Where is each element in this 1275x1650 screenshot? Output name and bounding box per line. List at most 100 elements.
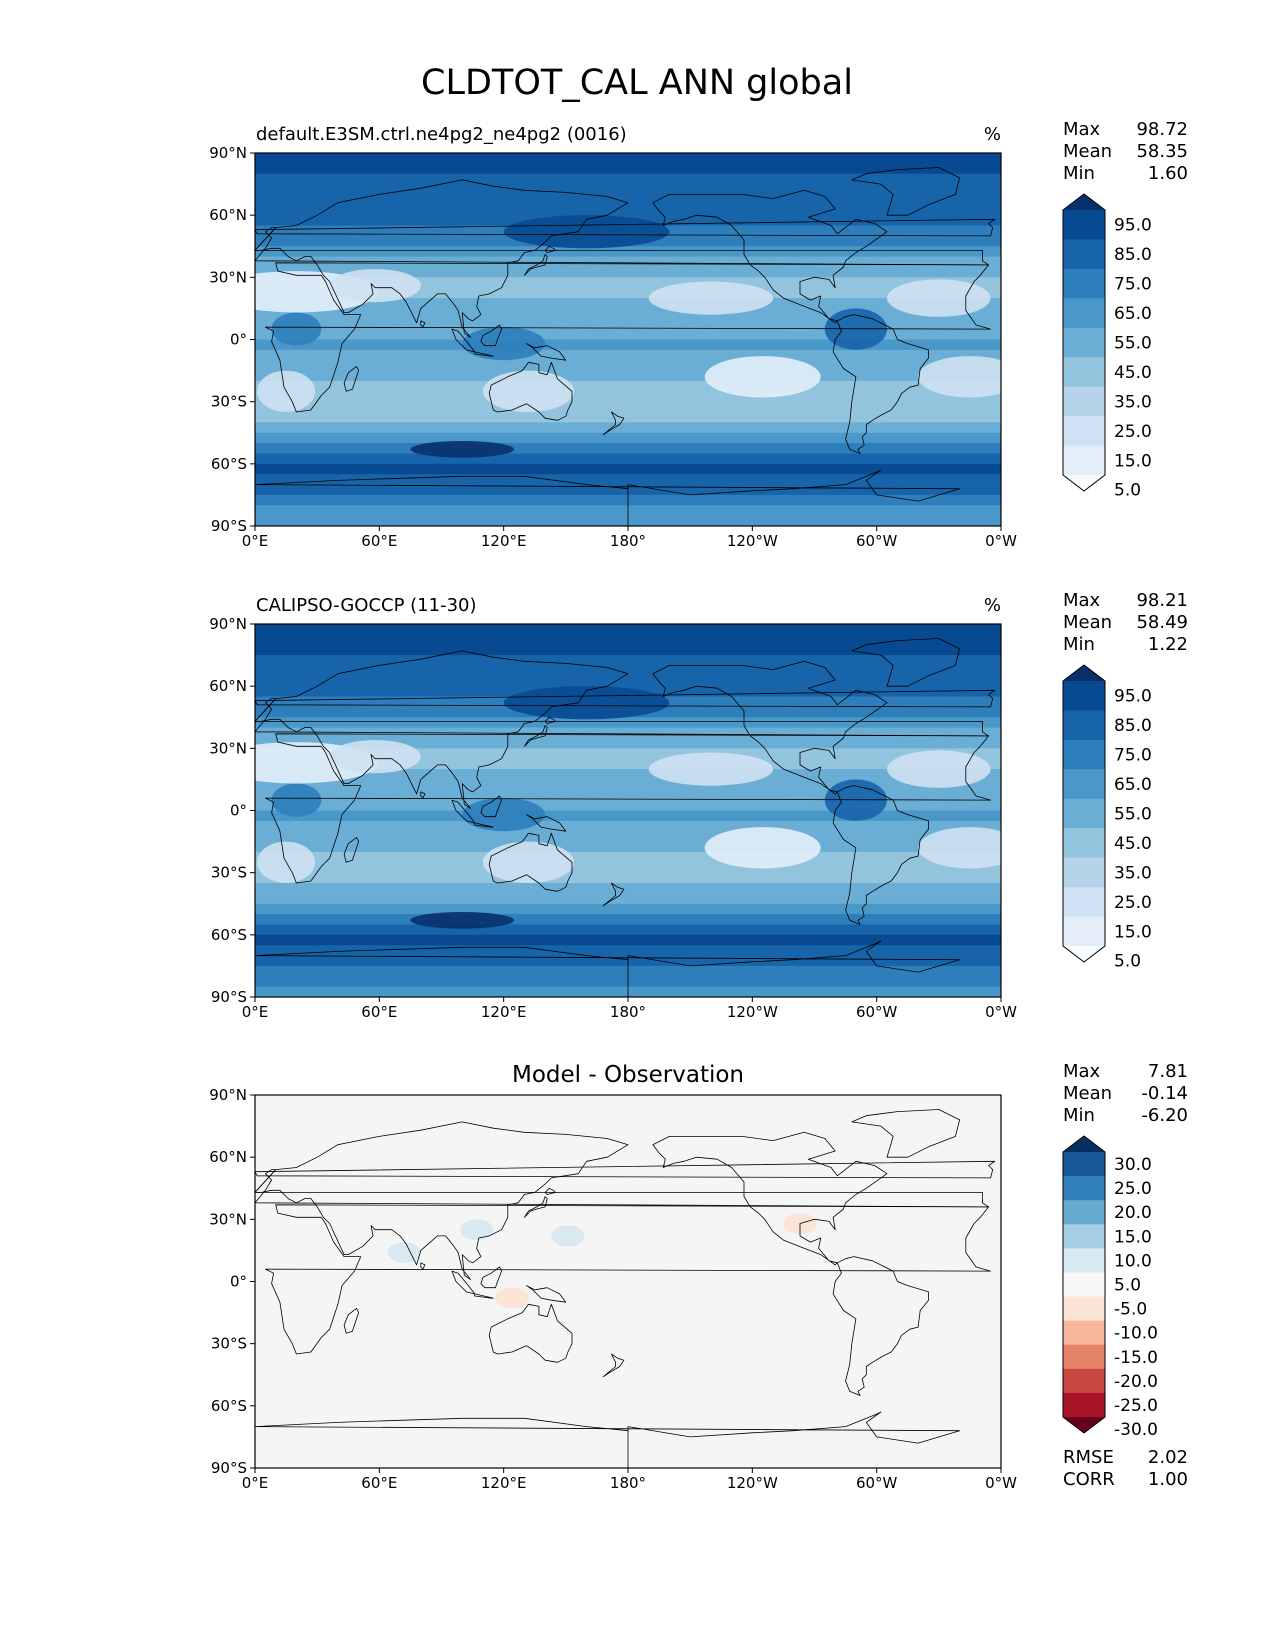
coastline — [851, 1109, 960, 1158]
colorbar-segment — [1063, 798, 1105, 829]
coastline — [255, 1121, 629, 1280]
field-feature — [410, 441, 514, 458]
colorbar-tick-label: -15.0 — [1114, 1348, 1158, 1368]
coastline — [652, 1131, 888, 1266]
coastline — [343, 366, 359, 392]
latitude-band — [255, 153, 1001, 164]
coastline — [255, 1411, 960, 1468]
stats-block: Max 7.81 Mean -0.14 Min -6.20 — [1063, 1061, 1188, 1126]
colorbar-tick-label: 25.0 — [1114, 1179, 1152, 1199]
x-tick-label: 60°W — [856, 532, 898, 550]
field-feature — [704, 827, 821, 869]
coastline — [255, 1160, 996, 1179]
coastline — [851, 638, 960, 687]
latitude-band — [255, 246, 1001, 258]
field-feature — [704, 356, 821, 398]
latitude-band — [255, 738, 1001, 749]
field-feature — [271, 783, 322, 817]
latitude-band — [255, 401, 1001, 413]
colorbar-extend-min — [1063, 946, 1105, 962]
colorbar-tick-label: 25.0 — [1114, 893, 1152, 913]
latitude-band — [255, 717, 1001, 729]
field-feature — [482, 841, 575, 883]
panel-model-units: % — [984, 124, 1001, 145]
panel-model-title: default.E3SM.ctrl.ne4pg2_ne4pg2 (0016) — [256, 124, 627, 145]
colorbar-segment — [1063, 681, 1105, 711]
latitude-band — [255, 810, 1001, 822]
latitude-band — [255, 945, 1001, 957]
coastline — [526, 814, 567, 832]
coastline — [488, 832, 573, 892]
colorbar-segment — [1063, 1272, 1105, 1298]
y-tick-label: 0° — [230, 1273, 247, 1291]
field-feature — [482, 370, 575, 412]
latitude-band — [255, 655, 1001, 667]
x-tick-label: 180° — [610, 1474, 646, 1492]
coastline — [832, 785, 929, 925]
latitude-band — [255, 308, 1001, 320]
latitude-band — [255, 789, 1001, 801]
coastline — [544, 1187, 556, 1195]
coastline — [832, 314, 929, 454]
coastline — [480, 795, 502, 818]
y-tick-label: 60°N — [209, 677, 247, 695]
metric-value: 1.00 — [1148, 1469, 1188, 1490]
latitude-band — [255, 644, 1001, 656]
latitude-band — [255, 675, 1001, 687]
coastline — [255, 1169, 989, 1208]
stat-label: Mean — [1063, 1083, 1112, 1104]
colorbar-tick-label: 75.0 — [1114, 746, 1152, 766]
field-feature — [918, 356, 1001, 398]
colorbar-segment — [1063, 327, 1105, 358]
metrics-block: RMSE 2.02 CORR 1.00 — [1063, 1447, 1188, 1490]
latitude-band — [255, 318, 1001, 330]
coastline — [255, 689, 996, 708]
colorbar-segment — [1063, 1152, 1105, 1177]
latitude-band — [255, 883, 1001, 894]
panel-obs-units: % — [984, 595, 1001, 616]
coastline — [488, 361, 573, 421]
difference-anomalies — [387, 1213, 817, 1309]
colorbar-extend-min — [1063, 1417, 1105, 1433]
coastline — [255, 227, 989, 266]
y-tick-label: 90°N — [209, 615, 247, 633]
colorbar-tick-label: -10.0 — [1114, 1324, 1158, 1344]
x-tick-label: 60°E — [361, 532, 397, 550]
colorbar-tick-label: 55.0 — [1114, 334, 1152, 354]
coastline — [255, 650, 629, 809]
colorbar-segment — [1063, 857, 1105, 888]
coastline — [265, 733, 991, 884]
stat-value: -0.14 — [1141, 1083, 1188, 1104]
stat-value: 58.35 — [1136, 141, 1188, 162]
coastline — [480, 1266, 502, 1289]
latitude-band — [255, 329, 1001, 341]
stat-label: Min — [1063, 163, 1095, 184]
coastline — [602, 1353, 625, 1378]
stat-value: 98.21 — [1136, 590, 1188, 611]
x-tick-label: 0°W — [985, 1474, 1017, 1492]
coastline — [255, 469, 960, 526]
y-tick-label: 60°S — [211, 455, 247, 473]
y-tick-label: 90°S — [211, 1459, 247, 1477]
coastline — [255, 698, 989, 737]
latitude-band — [255, 370, 1001, 382]
colorbar-extend-max — [1063, 665, 1105, 681]
stat-label: Min — [1063, 634, 1095, 655]
x-tick-label: 180° — [610, 532, 646, 550]
coastline — [255, 940, 960, 997]
field-feature — [462, 327, 546, 361]
map-axes: 0°E 60°E 120°E 180° 120°W 60°W 0°W 90°N 60°N 30°N… — [209, 1086, 1017, 1492]
latitude-band — [255, 173, 1001, 185]
colorbar-tick-label: 85.0 — [1114, 245, 1152, 265]
colorbar-tick-label: 15.0 — [1114, 451, 1152, 471]
colorbar-segment — [1063, 386, 1105, 417]
colorbar-tick-label: 55.0 — [1114, 805, 1152, 825]
field-feature — [918, 827, 1001, 869]
x-tick-label: 120°E — [481, 1474, 527, 1492]
colorbar-segment — [1063, 1176, 1105, 1201]
coastline — [488, 1303, 573, 1363]
colorbar-difference: 30.0 25.0 20.0 15.0 10.0 5.0 -5.0 -10.0 -15.0 -20… — [1062, 1135, 1158, 1440]
colorbar-segment — [1063, 445, 1105, 476]
coastline — [343, 1308, 359, 1334]
